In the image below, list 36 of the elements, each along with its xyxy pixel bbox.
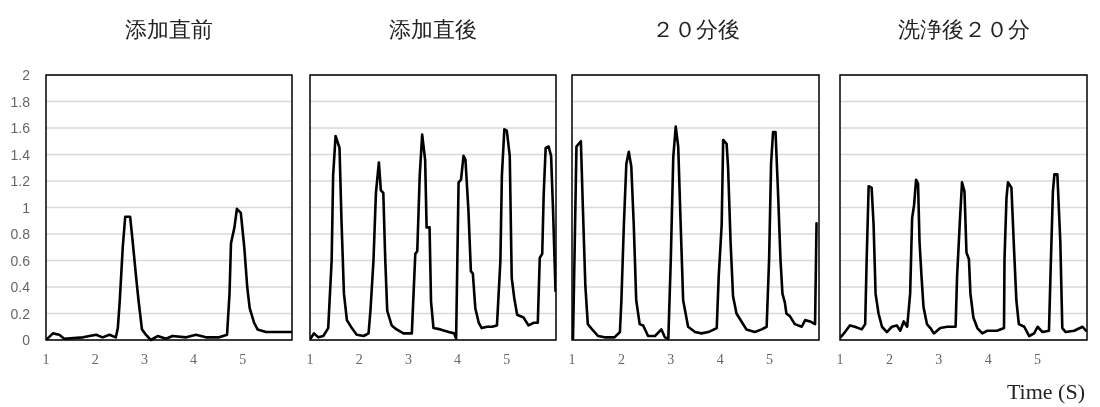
x-tick-label: 3	[935, 352, 943, 367]
y-tick-label: 0	[22, 332, 31, 348]
x-axis-title: Time (S)	[1006, 379, 1085, 404]
y-tick-label: 1.6	[10, 120, 31, 136]
x-tick-label: 4	[454, 352, 462, 367]
x-tick-label: 2	[617, 352, 625, 367]
y-tick-label: 1	[22, 199, 31, 216]
x-tick-label: 5	[239, 352, 247, 367]
x-tick-label: 4	[984, 352, 992, 367]
x-tick-label: 2	[355, 352, 363, 367]
y-tick-label: 2	[22, 67, 31, 83]
x-tick-label: 5	[503, 352, 511, 367]
x-tick-label: 2	[91, 352, 99, 367]
x-tick-label: 1	[836, 352, 844, 367]
y-tick-label: 1.8	[10, 93, 31, 110]
chart-title: 洗浄後２０分	[897, 17, 1030, 42]
y-tick-label: 0.8	[10, 226, 31, 242]
x-tick-label: 2	[885, 352, 893, 367]
x-tick-label: 1	[568, 352, 576, 367]
x-tick-label: 3	[140, 352, 148, 367]
x-tick-label: 3	[667, 352, 675, 367]
y-tick-label: 1.4	[10, 146, 31, 163]
y-tick-label: 0.6	[10, 252, 31, 269]
chart-title: 添加直前	[125, 17, 213, 42]
x-tick-label: 4	[716, 352, 724, 367]
chart-title: 添加直後	[389, 17, 477, 42]
y-tick-label: 1.2	[10, 173, 31, 189]
x-tick-label: 1	[306, 352, 314, 367]
x-tick-label: 5	[766, 352, 774, 367]
chart-title: ２０分後	[651, 17, 740, 42]
x-tick-label: 5	[1034, 352, 1042, 367]
x-tick-label: 3	[404, 352, 412, 367]
x-tick-label: 1	[42, 352, 50, 367]
y-tick-label: 0.2	[10, 305, 31, 322]
x-tick-label: 4	[190, 352, 198, 367]
y-tick-label: 0.4	[10, 279, 31, 295]
